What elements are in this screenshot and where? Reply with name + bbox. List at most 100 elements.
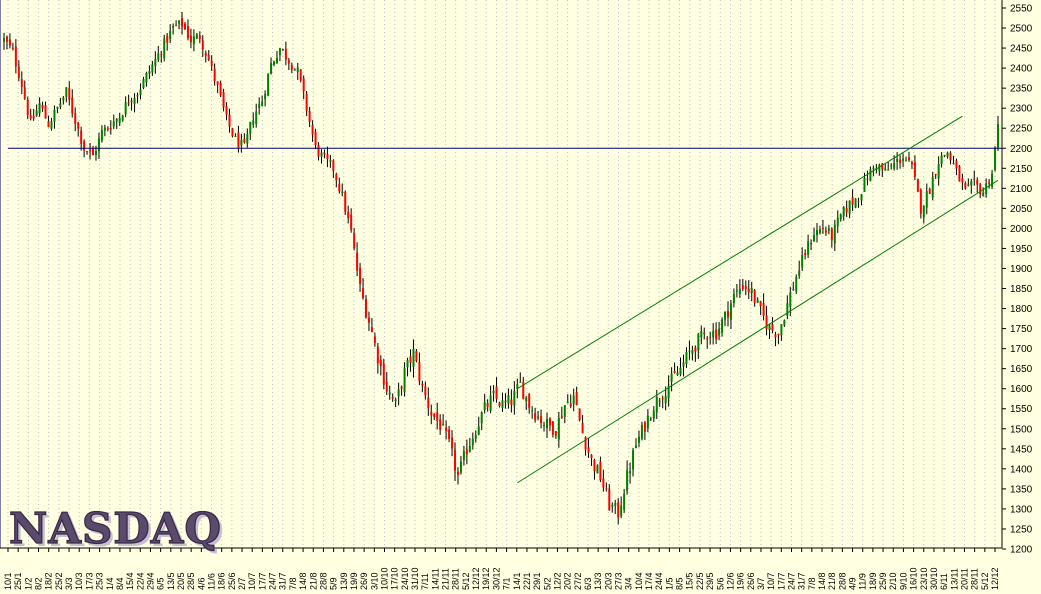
x-tick-label: 20/11 <box>959 568 969 590</box>
x-tick-label: 8/4 <box>115 577 125 590</box>
candle-body <box>430 411 433 416</box>
candle-body <box>587 447 590 453</box>
candle-body <box>462 450 465 461</box>
candle-body <box>89 149 92 152</box>
candle-body <box>255 111 258 124</box>
candle-body <box>540 415 543 424</box>
candle-body <box>629 470 632 474</box>
candle-body <box>916 179 919 192</box>
candle-body <box>373 336 376 344</box>
candle-body <box>569 403 572 407</box>
candle-body <box>605 488 608 490</box>
candle-body <box>47 121 50 128</box>
candle-body <box>949 152 952 161</box>
chart-title-shadow: NASDAQ <box>12 507 225 556</box>
candle-body <box>347 211 350 218</box>
y-tick-label: 2500 <box>1010 24 1033 35</box>
candle-body <box>133 98 136 105</box>
candle-body <box>56 106 59 109</box>
candle-body <box>219 82 222 96</box>
candle-body <box>32 115 35 119</box>
x-tick-label: 17/7 <box>776 572 786 590</box>
candle-body <box>893 162 896 169</box>
candle-body <box>216 81 219 85</box>
candle-body <box>474 435 477 439</box>
x-tick-label: 8/2 <box>34 577 44 590</box>
candle-body <box>596 465 599 474</box>
x-tick-label: 7/8 <box>288 577 298 590</box>
candle-body <box>341 191 344 194</box>
y-tick-label: 2550 <box>1010 4 1033 15</box>
candle-body <box>958 166 961 182</box>
x-tick-label: 29/1 <box>532 572 542 590</box>
candle-body <box>632 450 635 470</box>
x-tick-label: 1/2 <box>23 577 33 590</box>
candle-body <box>646 415 649 428</box>
y-tick-label: 2300 <box>1010 104 1033 115</box>
candle-body <box>264 93 267 100</box>
candle-body <box>816 229 819 236</box>
x-tick-label: 25/2 <box>54 572 64 590</box>
candle-body <box>534 412 537 420</box>
candle-body <box>109 128 112 130</box>
candle-body <box>724 311 727 320</box>
candle-body <box>578 408 581 421</box>
candle-body <box>528 394 531 409</box>
candle-body <box>827 228 830 231</box>
candle-body <box>415 350 418 361</box>
candle-body <box>201 40 204 50</box>
candle-body <box>738 289 741 295</box>
candle-body <box>92 148 95 156</box>
candle-body <box>640 424 643 439</box>
candle-body <box>409 356 412 363</box>
candle-body <box>673 370 676 373</box>
candle-body <box>691 349 694 354</box>
candle-body <box>682 362 685 367</box>
candle-body <box>830 228 833 241</box>
candle-body <box>267 74 270 96</box>
candle-body <box>433 413 436 417</box>
candle-body <box>80 130 83 144</box>
candle-body <box>839 214 842 220</box>
candle-body <box>308 110 311 122</box>
candle-body <box>335 173 338 181</box>
candle-body <box>991 173 994 187</box>
candle-body <box>706 338 709 340</box>
candle-body <box>964 182 967 189</box>
y-tick-label: 1350 <box>1010 484 1033 495</box>
candle-body <box>792 289 795 291</box>
candle-body <box>68 87 71 100</box>
candle-body <box>225 106 228 115</box>
candle-body <box>175 25 178 27</box>
candle-body <box>557 418 560 440</box>
candle-body <box>59 103 62 107</box>
candle-body <box>525 397 528 402</box>
candle-body <box>178 20 181 24</box>
x-tick-label: 14/8 <box>817 572 827 590</box>
candle-body <box>38 103 41 114</box>
candle-body <box>519 381 522 383</box>
candle-body <box>688 350 691 352</box>
x-tick-label: 5/2 <box>542 577 552 590</box>
x-tick-label: 10/7 <box>247 572 257 590</box>
candle-body <box>637 436 640 443</box>
candle-body <box>697 333 700 351</box>
candle-body <box>213 68 216 81</box>
x-tick-label: 12/12 <box>990 567 1000 590</box>
candle-body <box>804 253 807 255</box>
candle-body <box>712 330 715 338</box>
x-tick-label: 20/5 <box>176 572 186 590</box>
y-tick-label: 1900 <box>1010 264 1033 275</box>
candle-body <box>270 63 273 74</box>
x-tick-label: 3/4 <box>624 577 634 590</box>
candle-body <box>667 385 670 399</box>
x-tick-label: 28/11 <box>451 568 461 590</box>
candle-body <box>504 400 507 403</box>
candle-body <box>881 163 884 170</box>
candle-body <box>750 288 753 294</box>
candle-body <box>391 396 394 399</box>
x-tick-label: 31/7 <box>278 572 288 590</box>
x-tick-label: 12/12 <box>471 567 481 590</box>
candle-body <box>884 168 887 171</box>
